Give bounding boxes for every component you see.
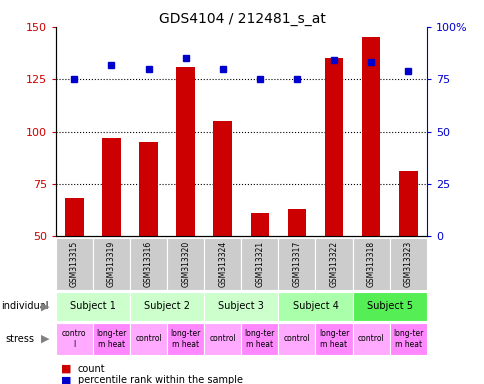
Bar (250, 213, 269, 341)
Text: long-ter
m heat: long-ter m heat (318, 329, 348, 349)
Bar (324, 58, 343, 341)
Text: long-ter
m heat: long-ter m heat (170, 329, 200, 349)
Bar (204, 323, 241, 355)
Bar (361, 37, 379, 341)
Bar (352, 292, 426, 321)
Text: Subject 1: Subject 1 (70, 301, 116, 311)
Bar (398, 171, 417, 341)
Text: ▶: ▶ (41, 301, 49, 311)
Bar (278, 292, 352, 321)
Text: GSM313322: GSM313322 (329, 241, 338, 287)
Bar (241, 323, 278, 355)
Text: control: control (135, 334, 162, 343)
Bar (241, 238, 278, 290)
Bar (56, 238, 93, 290)
Bar (204, 292, 278, 321)
Text: GSM313318: GSM313318 (366, 241, 375, 287)
Bar (352, 323, 389, 355)
Bar (130, 292, 204, 321)
Bar (166, 238, 204, 290)
Text: control: control (209, 334, 236, 343)
Text: count: count (77, 364, 105, 374)
Bar (139, 142, 157, 341)
Bar (65, 199, 83, 341)
Text: stress: stress (6, 334, 35, 344)
Text: GSM313320: GSM313320 (181, 241, 190, 287)
Text: percentile rank within the sample: percentile rank within the sample (77, 375, 242, 384)
Bar (389, 323, 426, 355)
Bar (315, 323, 352, 355)
Text: long-ter
m heat: long-ter m heat (392, 329, 423, 349)
Bar (93, 323, 130, 355)
Bar (287, 209, 305, 341)
Text: ■: ■ (60, 364, 71, 374)
Text: ▶: ▶ (41, 334, 49, 344)
Bar (315, 238, 352, 290)
Text: Subject 4: Subject 4 (292, 301, 338, 311)
Bar (130, 323, 166, 355)
Text: Subject 3: Subject 3 (218, 301, 264, 311)
Bar (56, 323, 93, 355)
Text: GSM313317: GSM313317 (292, 241, 301, 287)
Bar (176, 67, 195, 341)
Bar (389, 238, 426, 290)
Text: Subject 5: Subject 5 (366, 301, 412, 311)
Text: GSM313321: GSM313321 (255, 241, 264, 287)
Bar (130, 238, 166, 290)
Bar (56, 292, 130, 321)
Bar (93, 238, 130, 290)
Text: GSM313323: GSM313323 (403, 241, 412, 287)
Text: GSM313316: GSM313316 (144, 241, 153, 287)
Bar (278, 323, 315, 355)
Text: ■: ■ (60, 375, 71, 384)
Bar (352, 238, 389, 290)
Text: long-ter
m heat: long-ter m heat (96, 329, 126, 349)
Bar (204, 238, 241, 290)
Text: contro
l: contro l (62, 329, 87, 349)
Text: control: control (357, 334, 384, 343)
Text: GDS4104 / 212481_s_at: GDS4104 / 212481_s_at (159, 12, 325, 25)
Text: control: control (283, 334, 310, 343)
Bar (166, 323, 204, 355)
Text: individual: individual (1, 301, 48, 311)
Text: GSM313319: GSM313319 (106, 241, 116, 287)
Text: Subject 2: Subject 2 (144, 301, 190, 311)
Bar (102, 138, 121, 341)
Bar (278, 238, 315, 290)
Bar (213, 121, 231, 341)
Text: GSM313315: GSM313315 (70, 241, 79, 287)
Text: long-ter
m heat: long-ter m heat (244, 329, 274, 349)
Text: GSM313324: GSM313324 (218, 241, 227, 287)
